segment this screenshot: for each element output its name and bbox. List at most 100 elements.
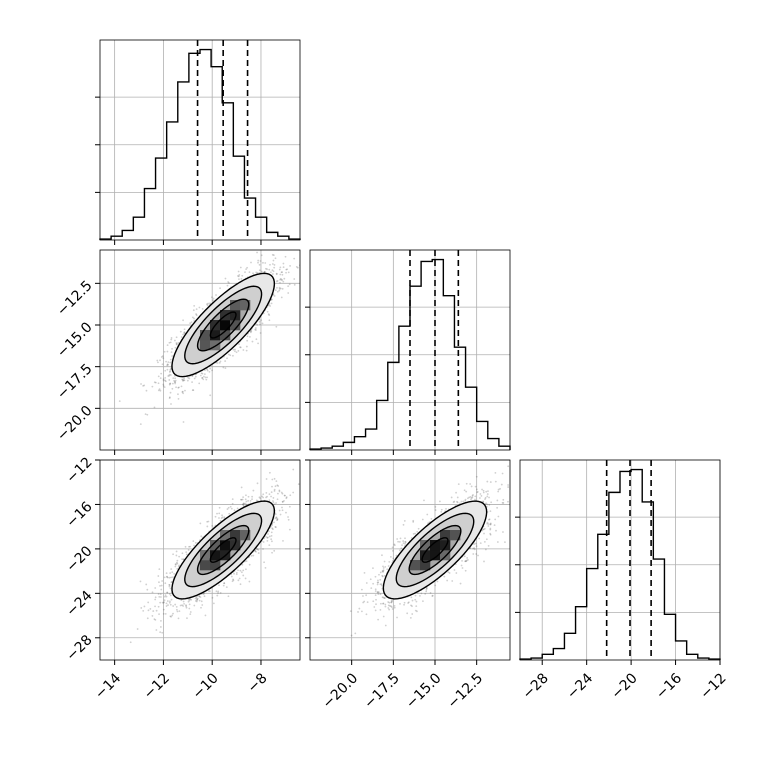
sample-point — [268, 471, 271, 474]
sample-point — [192, 389, 195, 392]
sample-point — [266, 310, 269, 313]
sample-point — [284, 494, 286, 497]
sample-point — [242, 569, 245, 572]
sample-point — [182, 392, 185, 395]
sample-point — [211, 369, 213, 372]
sample-point — [169, 594, 172, 597]
sample-point — [202, 378, 205, 381]
sample-point — [286, 268, 289, 271]
sample-point — [154, 598, 157, 601]
sample-point — [252, 489, 255, 492]
sample-point — [155, 629, 158, 631]
sample-point — [168, 585, 171, 588]
sample-point — [168, 593, 171, 595]
sample-point — [225, 586, 228, 589]
sample-point — [206, 520, 209, 523]
sample-point — [240, 498, 243, 501]
sample-point — [191, 316, 194, 319]
sample-point — [199, 596, 202, 599]
sample-point — [166, 576, 168, 578]
sample-point — [246, 335, 249, 338]
density-cell — [220, 330, 231, 341]
sample-point — [173, 374, 176, 377]
sample-point — [170, 598, 173, 601]
sample-point — [241, 498, 244, 501]
sample-point — [232, 579, 235, 582]
density-cell — [200, 330, 211, 341]
sample-point — [170, 576, 173, 579]
sample-point — [273, 549, 276, 552]
sample-point — [281, 273, 284, 276]
sample-point — [162, 378, 165, 381]
sample-point — [206, 303, 208, 306]
sample-point — [166, 350, 169, 353]
sample-point — [245, 268, 248, 270]
sample-point — [295, 265, 298, 268]
sample-point — [181, 390, 184, 393]
sample-point — [179, 604, 182, 607]
sample-point — [261, 322, 264, 325]
sample-point — [146, 617, 149, 620]
sample-point — [218, 517, 220, 519]
sample-point — [144, 413, 147, 416]
sample-point — [170, 568, 173, 570]
sample-point — [275, 272, 278, 275]
sample-point — [169, 615, 172, 618]
sample-point — [266, 536, 269, 539]
sample-point — [159, 626, 162, 628]
sample-point — [215, 294, 217, 296]
sample-point — [201, 376, 204, 379]
sample-point — [273, 264, 276, 266]
sample-point — [194, 600, 197, 602]
sample-point — [249, 330, 252, 333]
sample-point — [272, 259, 275, 262]
sample-point — [157, 389, 160, 392]
sample-point — [244, 577, 247, 580]
sample-point — [188, 545, 190, 548]
sample-point — [277, 485, 280, 487]
sample-point — [204, 369, 206, 372]
sample-point — [193, 544, 195, 547]
sample-point — [237, 579, 240, 582]
sample-point — [159, 377, 162, 380]
sample-point — [276, 518, 279, 521]
sample-point — [278, 286, 281, 289]
sample-point — [212, 602, 215, 605]
sample-point — [272, 254, 275, 257]
sample-point — [265, 535, 267, 538]
sample-point — [240, 571, 243, 574]
sample-point — [275, 526, 277, 529]
sample-point — [151, 615, 154, 617]
sample-point — [245, 345, 248, 348]
sample-point — [235, 571, 238, 574]
sample-point — [173, 379, 175, 382]
contour-line-level-3 — [184, 285, 263, 365]
sample-point — [282, 280, 285, 283]
sample-point — [219, 592, 222, 594]
sample-point — [166, 364, 169, 367]
sample-point — [276, 279, 279, 282]
sample-point — [238, 278, 240, 281]
sample-point — [191, 389, 194, 391]
sample-point — [231, 498, 234, 501]
sample-point — [251, 498, 253, 501]
sample-point — [185, 606, 188, 609]
sample-point — [288, 505, 291, 508]
sample-point — [181, 558, 183, 561]
sample-point — [275, 325, 278, 328]
sample-point — [287, 518, 290, 521]
sample-point — [168, 397, 171, 399]
sample-point — [151, 385, 154, 388]
sample-point — [169, 361, 172, 364]
sample-point — [151, 591, 154, 594]
sample-point — [170, 351, 173, 354]
sample-point — [241, 274, 244, 277]
sample-point — [281, 509, 284, 512]
sample-point — [162, 612, 165, 615]
sample-point — [282, 262, 285, 265]
sample-point — [296, 266, 299, 269]
sample-point — [186, 379, 189, 382]
sample-point — [207, 302, 210, 305]
sample-point — [275, 273, 278, 276]
sample-point — [296, 247, 298, 249]
